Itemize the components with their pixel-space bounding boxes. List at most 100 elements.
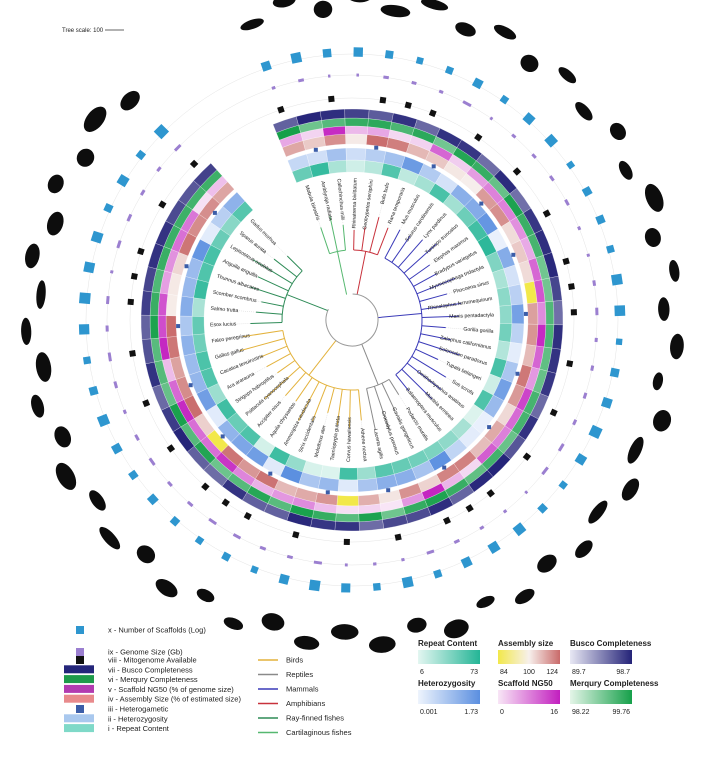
animal-silhouette xyxy=(47,174,64,194)
ring-cell-repeat-content xyxy=(357,466,377,481)
leaf-guide xyxy=(429,238,467,266)
ring-cell-repeat-content xyxy=(498,323,513,343)
scaffold-count-square xyxy=(78,324,90,335)
scaffold-count-square xyxy=(169,515,181,527)
legend-swatch xyxy=(76,656,84,664)
genome-size-bar xyxy=(383,75,390,80)
color-scale-legends: Repeat Content 6 73 Assembly size 84 124 100 Bu… xyxy=(418,639,659,716)
scaffold-count-square xyxy=(499,94,510,105)
legend-swatch xyxy=(64,714,94,723)
scaffold-count-square xyxy=(96,413,111,428)
tree-branch xyxy=(401,368,433,400)
genome-size-bar xyxy=(186,500,194,508)
clade-label: Cartilaginous fishes xyxy=(286,728,352,737)
leaf-guide xyxy=(398,394,427,439)
genome-size-bar xyxy=(139,189,146,196)
genome-size-bar xyxy=(511,133,517,139)
leaf-guide xyxy=(460,298,491,304)
tree-branch xyxy=(257,276,289,292)
scaffold-count-square xyxy=(308,579,321,592)
animal-silhouette xyxy=(31,394,45,418)
clade-legend-item: Reptiles xyxy=(258,670,313,679)
clade-label: Mammals xyxy=(286,685,319,694)
scaffold-count-square xyxy=(600,396,613,409)
animal-silhouette xyxy=(421,0,449,11)
leaf-guide xyxy=(286,420,299,444)
leaf-guide xyxy=(361,420,366,460)
tree-branch xyxy=(358,389,362,421)
clade-stem xyxy=(377,312,422,319)
animal-silhouette xyxy=(444,619,469,639)
clade-label: Birds xyxy=(286,656,303,665)
leaf-guide xyxy=(364,181,372,228)
scaffold-count-square xyxy=(128,469,139,481)
mitogenome-marker xyxy=(542,209,551,218)
scaffold-count-square xyxy=(487,540,501,554)
tree-branch xyxy=(376,227,389,255)
tree-branch xyxy=(261,301,284,307)
species-label: Sus scrofa xyxy=(451,379,475,397)
tree-branch xyxy=(255,311,283,315)
color-scale-min: 0 xyxy=(500,709,504,716)
clade-stem xyxy=(361,343,379,386)
scaffold-count-square xyxy=(566,160,576,170)
species-label: Callorhinchus milii xyxy=(335,178,345,220)
tree-branch xyxy=(395,374,410,392)
legend-swatch xyxy=(64,665,94,674)
tree-branch xyxy=(421,302,462,310)
leaf-guide xyxy=(348,427,350,460)
color-scale-bar xyxy=(570,690,632,704)
genome-size-bar xyxy=(594,337,598,343)
clade-legend-item: Birds xyxy=(258,656,303,665)
ring-cell-busco-completeness xyxy=(140,314,152,340)
heterogametic-marker xyxy=(386,488,391,493)
scaffold-count-square xyxy=(415,56,424,65)
legend-swatch xyxy=(64,724,94,733)
ring-cell-assembly-size xyxy=(345,133,368,145)
scaffold-count-square xyxy=(544,133,559,148)
ring-cell-assembly-size xyxy=(323,133,346,147)
track-legend-item: ix - Genome Size (Gb) xyxy=(76,648,183,657)
animal-silhouette xyxy=(196,588,215,603)
genome-size-bar xyxy=(582,392,588,399)
heterogametic-marker xyxy=(479,201,484,206)
ring-cell-heterozygosity xyxy=(337,479,359,493)
animal-silhouette xyxy=(55,462,77,490)
clade-label: Ray-finned fishes xyxy=(286,714,344,723)
leaf-guide xyxy=(394,410,413,447)
tree-scale: Tree scale: 100 xyxy=(62,28,124,34)
mitogenome-marker xyxy=(343,538,350,546)
heterogametic-marker xyxy=(515,371,520,376)
scaffold-count-square xyxy=(581,185,593,197)
ring-cell-heterozygosity xyxy=(179,295,194,317)
mitogenome-marker xyxy=(549,408,558,417)
mitogenome-marker xyxy=(130,272,138,280)
tree-branch xyxy=(273,258,298,278)
tree-branch xyxy=(406,362,442,390)
species-label: Geotrypetes seraphini xyxy=(362,179,375,230)
clade-arc xyxy=(281,270,303,323)
ring-cell-busco-completeness xyxy=(552,300,564,326)
ring-cell-busco-completeness xyxy=(193,163,218,187)
leaf-guide xyxy=(459,354,486,364)
leaf-guide xyxy=(322,183,331,217)
genome-size-bar xyxy=(577,226,582,231)
animal-silhouette xyxy=(223,617,244,630)
tree-branch xyxy=(391,235,411,263)
tree-branch xyxy=(239,338,285,352)
clade-stem xyxy=(356,251,367,295)
genome-size-bar xyxy=(557,443,565,452)
scaffold-count-square xyxy=(153,123,170,140)
color-scale: Busco Completeness 89.7 98.7 xyxy=(570,639,652,676)
ring-cell-assembly-size xyxy=(527,302,539,325)
legend-label: vii - Busco Completeness xyxy=(108,665,193,674)
tree-branch xyxy=(259,345,288,358)
animal-silhouette xyxy=(380,4,411,18)
heterogametic-marker xyxy=(431,164,436,169)
leaf-guide xyxy=(272,401,297,436)
track-legend-item: viii - Mitogenome Available xyxy=(76,656,197,665)
ring-cell-heterozygosity xyxy=(325,147,347,162)
leaf-guide xyxy=(446,282,488,295)
animal-silhouette xyxy=(476,595,495,609)
